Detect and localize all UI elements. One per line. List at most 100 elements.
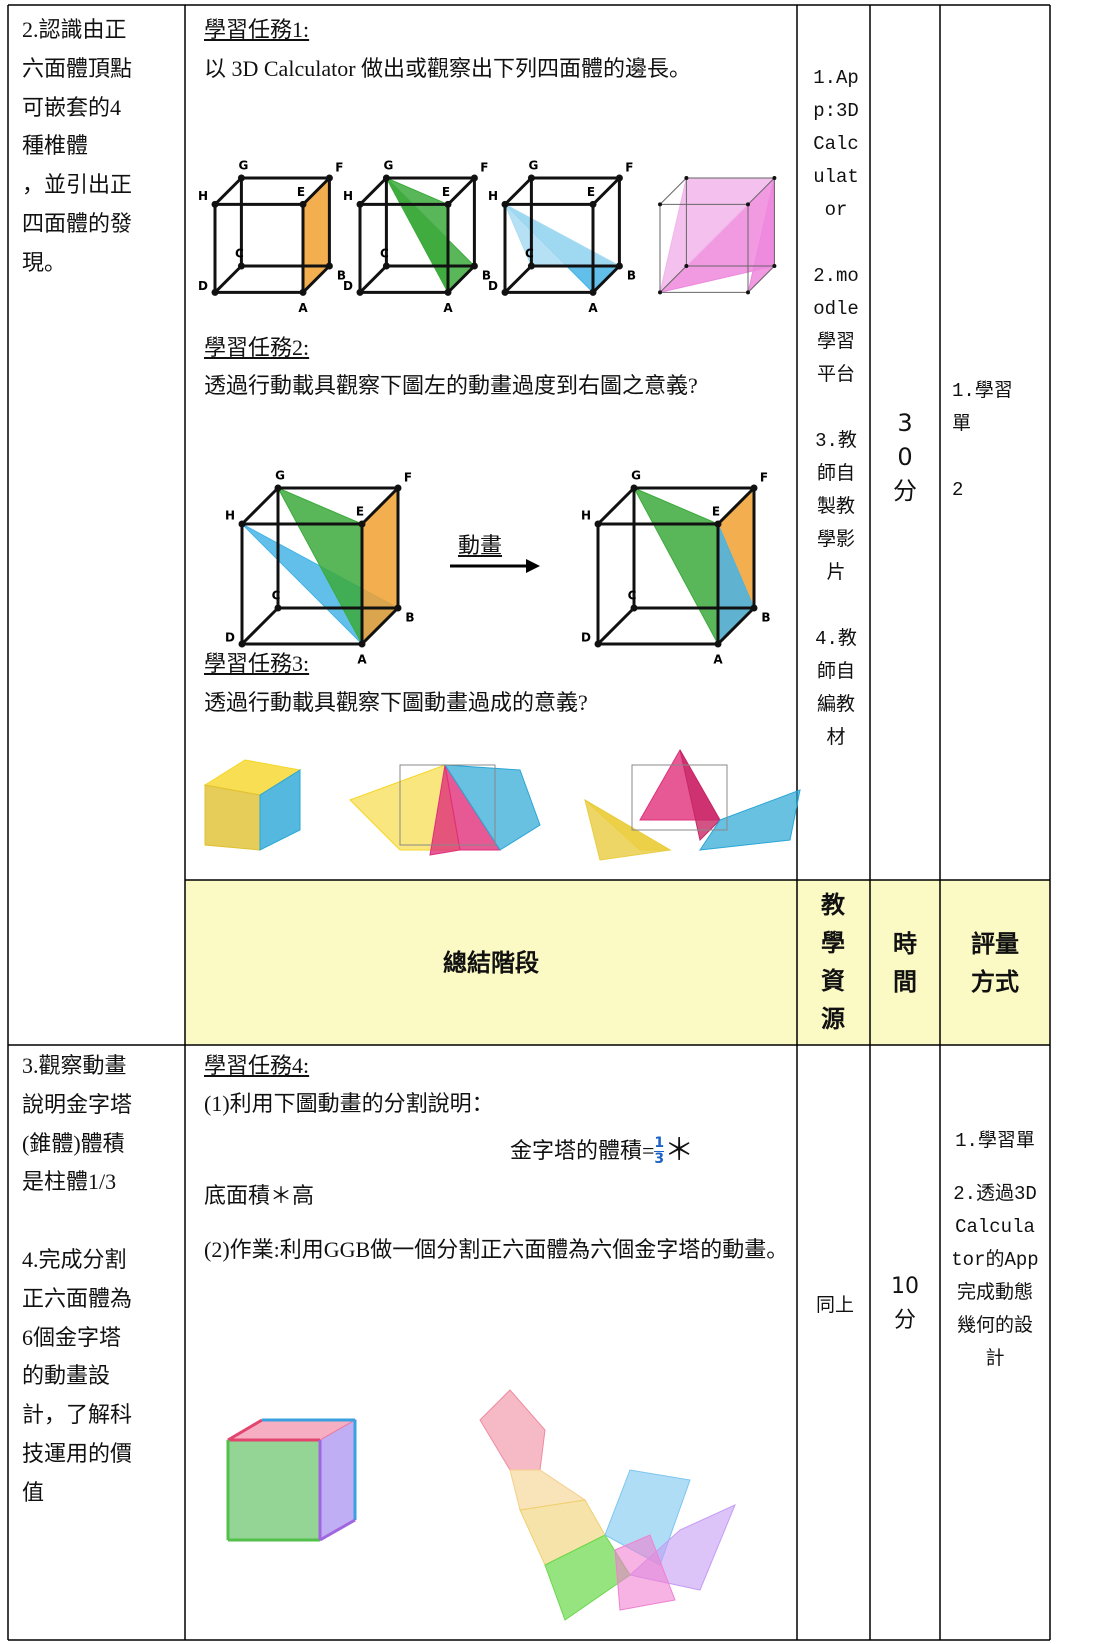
shape [614,1534,676,1611]
objective-line: 6個金字塔 [22,1324,122,1350]
vertex [325,262,333,270]
cube-edge [446,176,476,206]
vertex [394,604,402,612]
task-text: (1)利用下圖動畫的分割說明： [204,1091,494,1116]
vertex-label: G [383,159,393,173]
task-title: 學習任務2: [204,335,310,360]
vertex-label: H [198,189,208,203]
objective-line: 的動畫設 [22,1363,111,1389]
resources: 1.App:3D Calculator 2.moodle學習平台 3.教師自製教學影… [812,62,860,755]
vertex [658,290,662,295]
cube-edge [213,264,243,294]
objective-line: 4.完成分割 [22,1246,127,1272]
wire-cube [399,764,496,846]
cube-edge [747,177,775,205]
vertex [238,520,246,528]
objective-line: 技運用的價 [22,1440,133,1466]
shape [584,798,672,861]
vertex [750,484,758,492]
vertex [594,640,602,648]
assessment-header: 評量方式 [971,930,1019,996]
vertex-label: B [337,269,346,283]
vertex-label: E [587,185,595,199]
shape [227,1439,321,1541]
vertex-label: F [404,471,412,485]
vertex [299,200,307,208]
vertex-label: H [343,189,353,203]
cube-edge [240,486,280,526]
vertex-label: D [581,631,591,645]
vertex-label: H [488,189,498,203]
vertex [211,288,219,296]
objective-line: 正六面體為 [22,1285,133,1311]
header-fill [185,880,1050,1045]
cube-edge [747,265,775,293]
shape [479,1389,546,1471]
numerator: 1 [654,1134,665,1152]
vertex [684,264,689,268]
arrow-label: 動畫 [458,533,503,558]
vertex-label: G [631,469,641,483]
task-text: 底面積＊高 [204,1183,315,1208]
resource-item: 4.教師自編教材 [815,628,857,749]
vertex [750,604,758,612]
vertex-label: G [528,159,538,173]
task-title: 學習任務1: [204,17,310,42]
wire-cube [631,764,728,831]
arrow [450,559,540,573]
vertex-label: D [343,279,353,293]
assessment: 1.學習單 2 [952,375,1018,507]
vertex [714,520,722,528]
vertex-label: F [480,161,488,175]
task-title: 學習任務3: [204,651,310,676]
task-title: 學習任務4: [204,1053,310,1078]
vertex [325,174,333,182]
vertex [501,200,509,208]
objective-line: 3.觀察動畫 [22,1053,127,1078]
vertex-label: A [588,301,598,315]
formula: 金字塔的體積= 1 3 ＊ [510,1132,694,1171]
resources: 同上 [815,1295,854,1317]
vertex [299,288,307,296]
objective-line: 現。 [22,249,67,275]
vertex [444,200,452,208]
objective: 3.觀察動畫 說明金字塔 (錐體)體積 是柱體1/3 4.完成分割 正六面體為 6個金字塔的… [22,1047,132,1513]
cube-edge [301,264,331,294]
vertex-label: A [298,301,308,315]
assessment: 1.學習單 2.透過3D Calculator的App完成動態幾何的設計 [950,1125,1040,1376]
shape [259,769,301,851]
vertex [444,288,452,296]
vertex [237,174,245,182]
cube-edge [596,606,636,646]
resource-item: 2.moodle學習平台 [813,265,859,386]
vertex-label: D [198,279,208,293]
objective-line: 說明金字塔 [22,1091,133,1117]
table-borders [7,4,1051,1641]
vertex-label: G [238,159,248,173]
vertex [746,290,750,295]
vertex-label: A [357,653,367,667]
vertex [470,262,478,270]
vertex-label: F [760,471,768,485]
vertex [358,520,366,528]
vertex [772,264,777,268]
vertex [274,604,282,612]
vertex-label: C [272,589,281,603]
vertex [238,640,246,648]
shape [385,177,476,294]
vertex-label: D [225,631,235,645]
objective-line: 值 [22,1479,45,1505]
vertex-label: F [625,161,633,175]
assessment-item: 2.透過3D Calculator的App完成動態幾何的設計 [951,1183,1039,1370]
objective-line: ，並引出正 [22,172,133,198]
vertex [615,174,623,182]
vertex-label: C [628,589,637,603]
vertex [527,174,535,182]
cube-edge [659,177,687,205]
objective-line: 種椎體 [22,133,89,159]
cube-edge [446,264,476,294]
vertex-label: E [297,185,305,199]
assessment-item: 2 [952,479,964,501]
time: 10分 [891,1274,919,1333]
formula-suffix: ＊ [664,1134,695,1167]
